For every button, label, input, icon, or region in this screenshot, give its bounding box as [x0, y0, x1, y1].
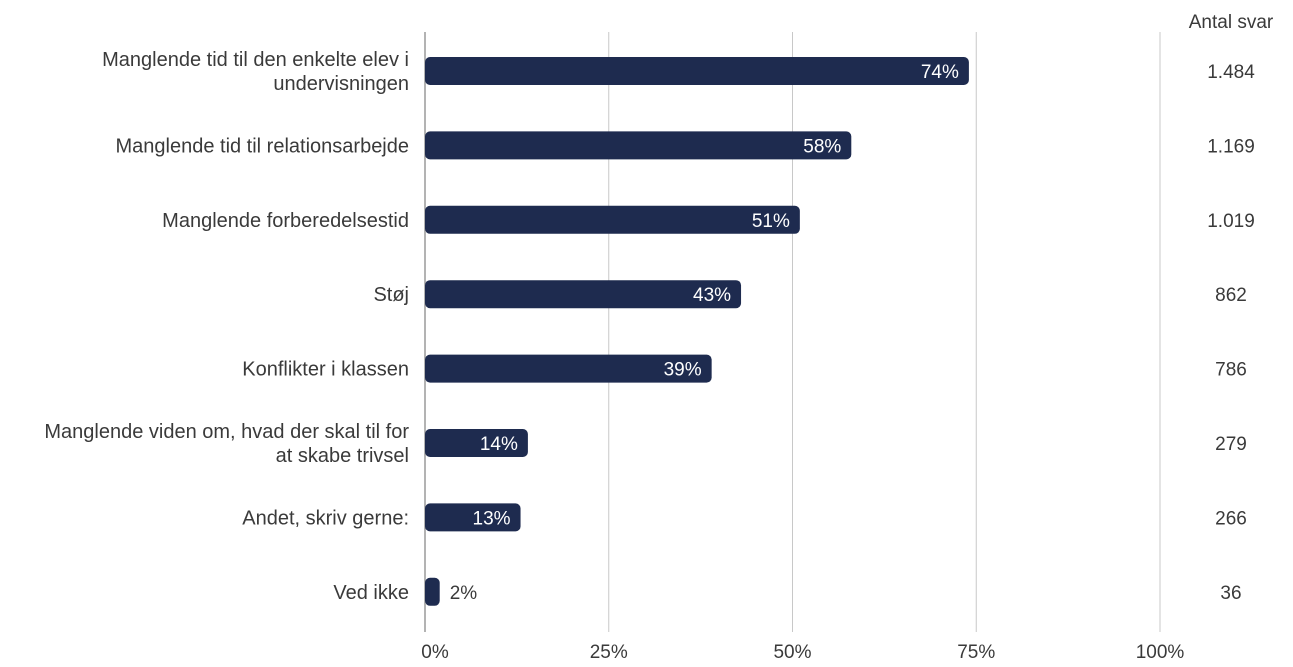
counts-header: Antal svar — [1189, 12, 1274, 33]
data-label: 14% — [480, 434, 518, 455]
category-label: Andet, skriv gerne: — [242, 507, 409, 529]
data-label: 43% — [693, 285, 731, 306]
bar — [425, 354, 712, 383]
data-label: 39% — [664, 360, 702, 381]
bar — [425, 280, 742, 309]
category-label: Støj — [373, 284, 409, 306]
count-label: 1.019 — [1207, 211, 1255, 232]
x-tick-label: 100% — [1136, 642, 1185, 662]
count-label: 266 — [1215, 508, 1247, 529]
bar-layer — [425, 57, 969, 606]
label-layer: 0% 25% 50% 75% 100% 74% Manglende tid til den … — [44, 49, 1255, 663]
count-label: 1.484 — [1207, 62, 1255, 83]
count-label: 36 — [1220, 583, 1241, 604]
category-label: at skabe trivsel — [276, 445, 409, 467]
bar — [425, 429, 528, 457]
category-label: Manglende tid til den enkelte elev i — [102, 49, 409, 71]
count-label: 1.169 — [1207, 136, 1255, 157]
bar — [425, 57, 969, 85]
x-tick-label: 50% — [773, 642, 811, 662]
category-label: Konflikter i klassen — [242, 359, 409, 381]
category-label: Manglende forberedelsestid — [162, 210, 409, 232]
bar — [425, 503, 521, 532]
category-label: Manglende viden om, hvad der skal til fo… — [44, 421, 409, 443]
data-label: 13% — [473, 508, 511, 529]
bar — [425, 577, 440, 606]
x-tick-label: 0% — [421, 642, 449, 662]
x-tick-label: 75% — [957, 642, 995, 662]
category-label: undervisningen — [273, 73, 409, 95]
x-tick-label: 25% — [590, 642, 628, 662]
count-label: 279 — [1215, 434, 1247, 455]
data-label: 2% — [450, 583, 478, 604]
bar — [425, 131, 852, 160]
count-label: 862 — [1215, 285, 1247, 306]
category-label: Ved ikke — [333, 582, 409, 604]
data-label: 58% — [803, 136, 841, 157]
count-label: 786 — [1215, 360, 1247, 381]
bar — [425, 205, 800, 234]
category-label: Manglende tid til relationsarbejde — [115, 135, 409, 157]
data-label: 74% — [921, 62, 959, 83]
grid-layer — [424, 32, 1161, 632]
data-label: 51% — [752, 211, 790, 232]
